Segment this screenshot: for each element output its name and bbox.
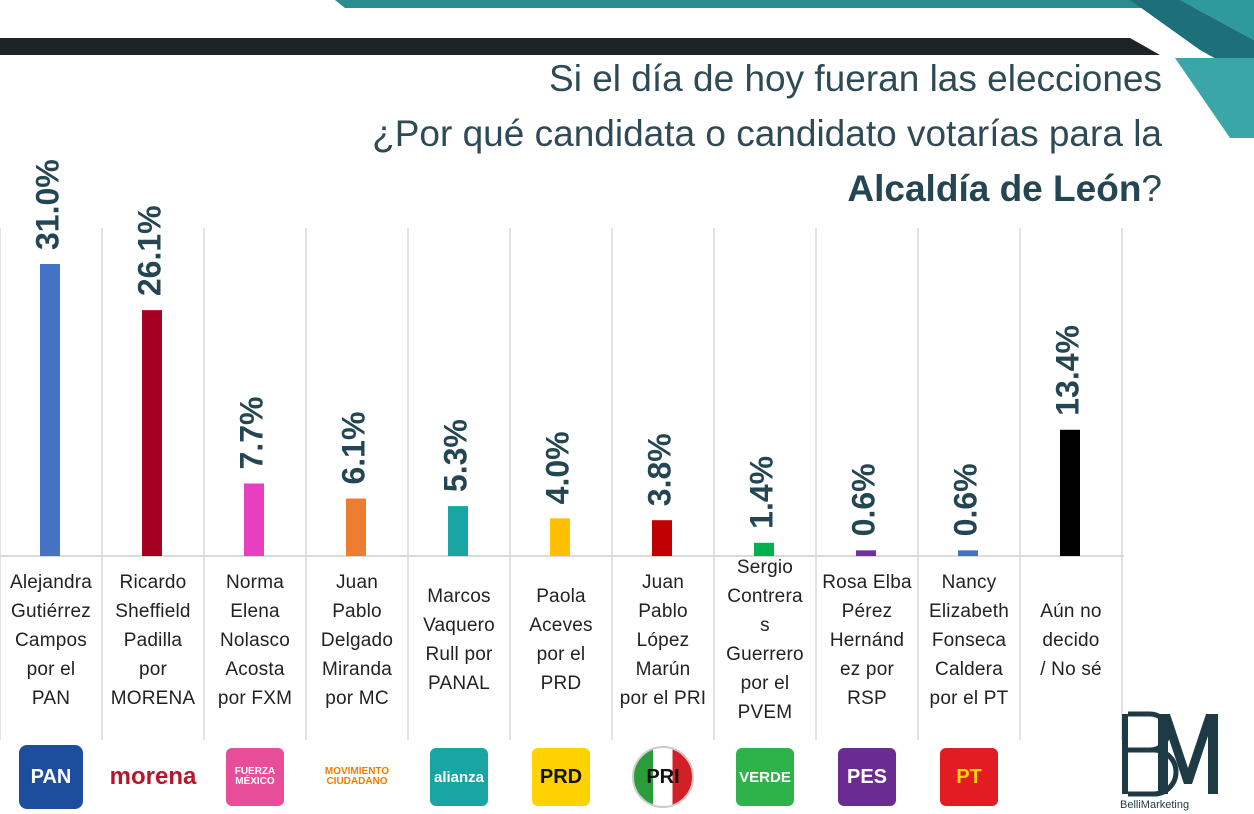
bar-1 — [40, 264, 60, 556]
morena-logo-cell: morena — [102, 744, 204, 810]
fuerza-mexico-logo-cell: FUERZA MÉXICO — [204, 744, 306, 810]
category-label-11: Aún no decido / No sé — [1040, 600, 1102, 680]
data-label-3: 7.7% — [233, 397, 269, 470]
category-label-10: Nancy Elizabeth Fonseca Caldera por el P… — [929, 571, 1009, 709]
data-label-5: 5.3% — [437, 419, 473, 492]
fuerza-mexico-logo: FUERZA MÉXICO — [226, 748, 284, 806]
data-label-7: 3.8% — [641, 433, 677, 506]
morena-logo: morena — [109, 763, 197, 790]
movimiento-ciudadano-logo-cell: MOVIMIENTO CIUDADANO — [306, 744, 408, 810]
prd-logo-cell: PRD — [510, 744, 612, 810]
category-label-8: Sergio Contrera s Guerrero por el PVEM — [726, 557, 804, 723]
category-label-1: Alejandra Gutiérrez Campos por el PAN — [9, 571, 93, 709]
bar-6 — [550, 518, 570, 556]
brand-text: BelliMarketing — [1120, 799, 1189, 811]
data-label-10: 0.6% — [947, 463, 983, 536]
bar-7 — [652, 520, 672, 556]
data-label-9: 0.6% — [845, 463, 881, 536]
category-label-6: Paola Aceves por el PRD — [529, 586, 593, 694]
bar-10 — [958, 550, 978, 556]
category-label-9: Rosa Elba Pérez Hernánd ez por RSP — [822, 571, 912, 709]
pt-logo-cell: PT — [918, 744, 1020, 810]
pes-logo: PES — [838, 748, 896, 806]
category-label-3: Norma Elena Nolasco Acosta por FXM — [217, 571, 293, 709]
bar-11 — [1060, 429, 1080, 556]
verde-logo-cell: VERDE — [714, 744, 816, 810]
data-label-1: 31.0% — [29, 159, 65, 250]
chart-title-line2: ¿Por qué candidata o candidato votarías … — [372, 113, 1162, 154]
pan-logo: PAN — [19, 745, 83, 809]
pan-logo-cell: PAN — [0, 744, 102, 810]
bar-9 — [856, 550, 876, 556]
chart-title-line3: Alcaldía de León? — [847, 168, 1162, 210]
pes-logo-cell: PES — [816, 744, 918, 810]
data-label-2: 26.1% — [131, 205, 167, 296]
verde-logo: VERDE — [736, 748, 794, 806]
bar-8 — [754, 542, 774, 556]
pri-logo-cell: PRI — [612, 744, 714, 810]
data-label-6: 4.0% — [539, 431, 575, 504]
bar-2 — [142, 310, 162, 556]
nueva-alianza-logo-cell: alianza — [408, 744, 510, 810]
movimiento-ciudadano-logo: MOVIMIENTO CIUDADANO — [324, 766, 390, 787]
category-label-5: Marcos Vaquero Rull por PANAL — [423, 586, 495, 694]
prd-logo: PRD — [532, 748, 590, 806]
category-label-2: Ricardo Sheffield Padilla por MORENA — [110, 571, 196, 709]
category-label-7: Juan Pablo López Marún por el PRI — [619, 571, 707, 709]
chart-title-line1: Si el día de hoy fueran las elecciones — [549, 58, 1162, 99]
bar-3 — [244, 483, 264, 556]
chart-title-end: ? — [1141, 168, 1162, 209]
data-label-4: 6.1% — [335, 412, 371, 485]
data-label-11: 13.4% — [1049, 325, 1085, 416]
pri-logo: PRI — [632, 746, 694, 808]
bar-5 — [448, 506, 468, 556]
chart-title-bold: Alcaldía de León — [847, 168, 1142, 209]
data-label-8: 1.4% — [743, 456, 779, 529]
pt-logo: PT — [940, 748, 998, 806]
nueva-alianza-logo: alianza — [430, 748, 488, 806]
bellimarketing-logo: BelliMarketing — [1120, 711, 1218, 811]
bar-4 — [346, 498, 366, 556]
category-label-4: Juan Pablo Delgado Miranda por MC — [320, 571, 394, 709]
